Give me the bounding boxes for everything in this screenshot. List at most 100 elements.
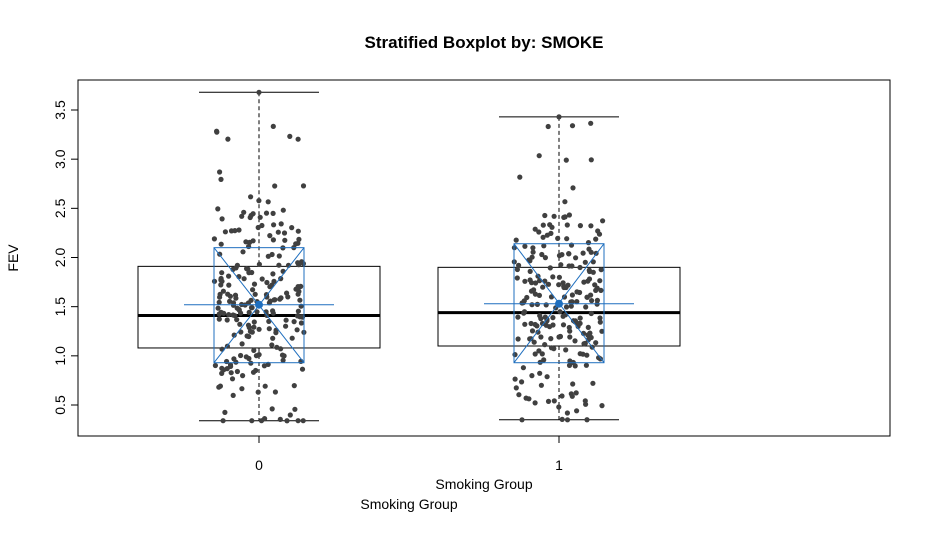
y-tick-label: 0.5 xyxy=(52,395,68,415)
chart-title: Stratified Boxplot by: SMOKE xyxy=(365,33,604,52)
x-tick-label: 1 xyxy=(555,457,563,473)
data-point xyxy=(539,351,545,357)
data-point xyxy=(239,386,245,392)
data-point xyxy=(542,278,548,284)
data-point xyxy=(533,280,539,286)
data-point xyxy=(559,252,565,258)
data-point xyxy=(295,228,301,234)
data-point xyxy=(561,284,567,291)
data-point xyxy=(577,223,584,229)
data-point xyxy=(585,324,591,330)
data-point xyxy=(577,315,583,321)
data-point xyxy=(256,326,262,332)
jitter-points xyxy=(211,89,606,424)
data-point xyxy=(544,232,550,238)
data-point xyxy=(271,222,277,228)
data-point xyxy=(542,212,548,219)
data-point xyxy=(568,391,574,397)
data-point xyxy=(567,328,573,334)
data-point xyxy=(528,288,535,294)
box-group-1 xyxy=(437,116,681,421)
data-point xyxy=(541,243,547,249)
mean-sd-overlays xyxy=(184,243,634,364)
data-point xyxy=(281,230,288,236)
data-point xyxy=(597,278,603,284)
data-point xyxy=(241,209,247,215)
data-point xyxy=(520,365,527,371)
data-point xyxy=(227,293,233,299)
data-point xyxy=(219,278,225,284)
data-point xyxy=(220,418,226,424)
data-point xyxy=(272,389,278,395)
data-point xyxy=(300,418,306,424)
data-point xyxy=(547,265,553,271)
data-point xyxy=(250,287,256,293)
data-point xyxy=(275,229,281,235)
data-point xyxy=(596,355,602,361)
plot-frame xyxy=(77,79,891,437)
data-point xyxy=(256,261,262,267)
data-point xyxy=(270,310,276,316)
data-point xyxy=(581,279,587,285)
data-point xyxy=(542,255,549,261)
data-point xyxy=(251,324,257,330)
data-point xyxy=(530,249,536,255)
data-point xyxy=(285,294,291,300)
data-point xyxy=(561,214,567,220)
y-tick-label: 2.5 xyxy=(52,198,68,218)
data-point xyxy=(529,373,535,379)
data-point xyxy=(293,241,299,247)
data-point xyxy=(221,310,227,316)
data-point xyxy=(536,229,542,235)
data-point xyxy=(536,153,542,159)
data-point xyxy=(294,313,301,319)
data-point xyxy=(295,136,301,142)
data-point xyxy=(573,255,579,261)
data-point xyxy=(550,274,556,280)
data-point xyxy=(577,351,583,357)
data-point xyxy=(227,298,233,304)
data-point xyxy=(572,363,578,369)
data-point xyxy=(218,176,224,182)
data-point xyxy=(545,281,552,287)
data-point xyxy=(590,269,596,275)
data-point xyxy=(294,327,300,333)
data-point xyxy=(528,320,534,327)
data-point xyxy=(536,348,542,354)
data-point xyxy=(588,120,594,126)
data-point xyxy=(257,214,263,220)
data-point xyxy=(298,283,304,289)
data-point xyxy=(283,323,289,329)
data-point xyxy=(532,226,538,232)
data-point xyxy=(532,321,538,328)
data-point xyxy=(216,311,222,317)
data-point xyxy=(263,210,270,216)
data-point xyxy=(512,376,518,382)
data-point xyxy=(265,199,271,205)
data-point xyxy=(597,315,603,321)
data-point xyxy=(299,259,305,265)
data-point xyxy=(586,246,592,252)
data-point xyxy=(222,409,228,415)
y-axis-label: FEV xyxy=(5,244,21,272)
data-point xyxy=(540,222,546,228)
y-axis: 0.5 1.0 1.5 2.0 2.5 3.0 3.5 xyxy=(52,100,79,415)
data-point xyxy=(573,390,579,396)
data-point xyxy=(519,379,525,385)
data-point xyxy=(522,321,528,327)
data-point xyxy=(584,352,590,358)
x-tick-label: 0 xyxy=(255,457,263,473)
data-point xyxy=(256,198,262,204)
data-point xyxy=(583,401,589,407)
data-point xyxy=(555,235,561,241)
data-point xyxy=(270,123,276,129)
data-point-min xyxy=(584,417,590,423)
data-point xyxy=(545,123,551,130)
data-point xyxy=(588,292,594,298)
data-point xyxy=(273,327,279,333)
box-group-0 xyxy=(137,91,381,422)
data-point xyxy=(241,276,247,282)
data-point xyxy=(271,278,277,284)
data-point xyxy=(282,237,288,243)
